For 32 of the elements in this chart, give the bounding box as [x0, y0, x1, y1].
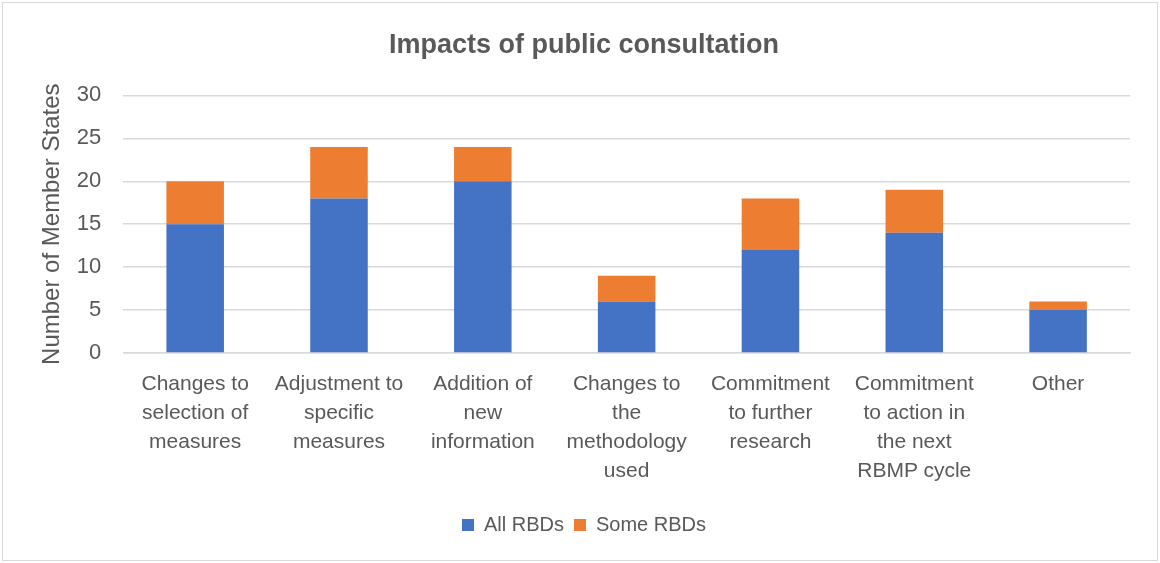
- x-tick-label: Adjustment to specific measures: [274, 371, 404, 453]
- bar: [310, 146, 368, 199]
- y-tick-label: 5: [89, 296, 102, 322]
- bar: [454, 181, 512, 353]
- bar: [310, 198, 368, 353]
- bar: [1029, 310, 1087, 353]
- bar: [741, 249, 800, 353]
- bar: [885, 232, 944, 353]
- y-tick-label: 0: [89, 339, 102, 365]
- bar: [885, 189, 944, 233]
- x-tick-label: Changes to the methodology used: [566, 371, 688, 482]
- legend-label: All RBDs: [483, 512, 564, 535]
- y-tick-label: 15: [76, 210, 102, 236]
- y-tick-label: 30: [76, 81, 102, 107]
- bar: [597, 275, 656, 302]
- bar: [166, 224, 224, 353]
- bar: [597, 301, 656, 353]
- y-tick-label: 20: [76, 167, 102, 193]
- bar: [166, 181, 224, 225]
- x-tick-label: Addition of new information: [430, 371, 535, 453]
- y-axis-title: Number of Member States: [37, 83, 65, 365]
- legend-label: Some RBDs: [595, 512, 707, 535]
- bar: [1029, 301, 1087, 311]
- chart-title: Impacts of public consultation: [388, 28, 780, 59]
- x-tick-label: Changes to selection of measures: [141, 371, 249, 453]
- bar: [741, 198, 800, 250]
- x-tick-label: Commitment to further research: [710, 371, 831, 453]
- x-tick-label: Other: [1031, 371, 1085, 395]
- bar: [454, 146, 512, 182]
- y-tick-label: 10: [76, 253, 102, 279]
- y-tick-label: 25: [76, 124, 102, 150]
- x-tick-label: Commitment to action in the next RBMP cycle: [854, 371, 974, 482]
